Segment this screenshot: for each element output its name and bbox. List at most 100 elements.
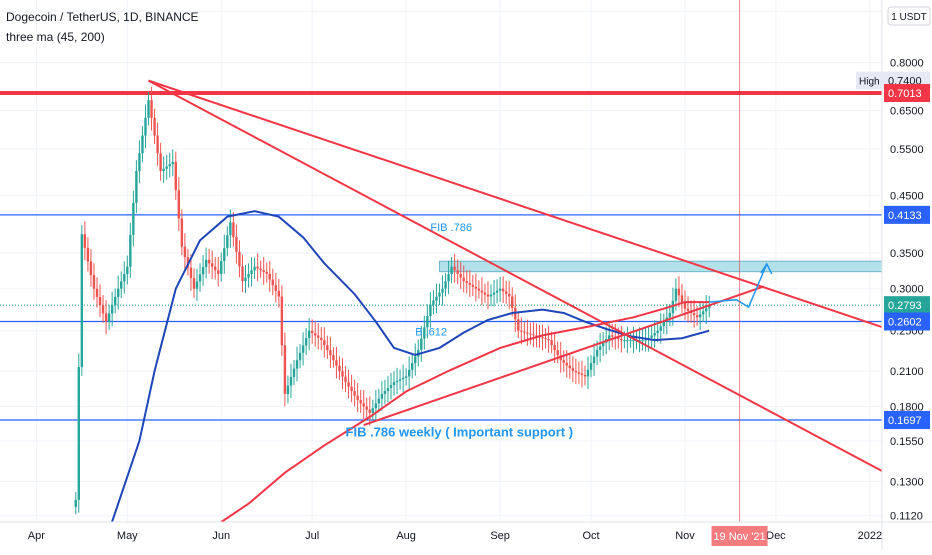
projection-arrowhead [760,262,773,275]
candle-body [407,369,411,377]
candle-body [132,202,135,235]
moving-averages-layer [108,210,710,531]
candle-body [371,408,375,413]
level-badge-4133: 0.4133 [888,210,922,222]
candle-body [89,261,93,276]
candle-body [213,266,217,271]
candle-body [235,237,238,252]
candle-body [395,380,399,383]
level-badge-2602: 0.2602 [888,316,922,328]
candle-body [141,135,144,154]
candle-body [156,135,159,154]
candle-body [195,281,199,289]
price-tick-label: 0.4500 [890,190,924,202]
candle-body [517,319,520,331]
time-tick-label: Aug [396,530,416,542]
symbol-title[interactable]: Dogecoin / TetherUS, 1D, BINANCE [6,10,199,24]
candle-body [553,345,556,351]
candle-body [383,390,387,394]
candle-body [353,391,356,396]
candle-body [174,161,177,191]
ma-line [108,210,710,531]
candle-body [374,403,378,409]
indicator-legend[interactable]: three ma (45, 200) [6,30,105,44]
candle-body [295,360,299,369]
candle-body [641,340,644,342]
candle-body [104,313,108,322]
candle-body [204,259,208,268]
candle-body [617,337,620,339]
candle-body [217,270,220,274]
candle-body [489,294,493,297]
candle-body [392,382,396,386]
candle-body [677,288,681,296]
candle-body [465,281,468,284]
candle-body [504,291,508,294]
candle-body [368,409,371,413]
candle-body [271,279,274,286]
candle-body [310,330,314,334]
candle-body [259,268,262,271]
candle-body [323,340,326,346]
candle-body [592,356,596,364]
candle-body [523,331,526,333]
candle-body [314,333,317,336]
candle-body [623,340,626,342]
candle-body [177,190,181,219]
candle-body [541,337,544,339]
candle-body [238,251,241,267]
candle-body [74,499,77,507]
candle-body [401,377,405,380]
level-badge-2602-bg [884,312,930,331]
price-tick-label: 0.1550 [890,436,924,448]
candle-body [201,267,205,275]
candle-body [198,274,202,282]
candle-body [568,365,572,369]
candle-body [632,340,635,342]
candle-body [277,290,281,297]
candle-body [159,153,162,171]
candle-body [229,222,232,236]
candle-body [577,372,581,374]
candle-body [77,367,81,500]
candle-body [626,340,629,342]
candle-body [653,333,656,336]
candle-body [126,266,129,275]
candle-body [250,270,253,274]
candle-body [535,335,538,337]
time-tick-label: May [117,530,138,542]
candle-body [292,368,296,378]
candle-body [495,290,499,293]
projection-layer [709,262,773,309]
candle-body [556,350,559,356]
candle-body [620,338,623,341]
time-tick-label: Jul [305,530,319,542]
candle-body [335,360,338,366]
candle-body [262,270,265,273]
candle-body [153,117,156,136]
candle-body [404,376,408,378]
candle-body [686,308,690,311]
candle-body [471,284,475,287]
price-tick-label: 0.1800 [890,401,924,413]
high-badge-tag: High [859,77,880,88]
candle-body [492,292,496,295]
candle-body [544,338,547,340]
price-tick-label: 0.1120 [890,511,923,523]
candle-body [138,153,141,171]
candle-body [656,330,659,334]
candle-body [701,311,705,315]
candle-body [611,335,614,337]
candle-body [683,302,687,309]
candle-body [638,340,641,342]
candle-body [265,272,268,274]
time-tick-label: Dec [766,530,786,542]
candle-body [298,352,302,361]
candle-body [350,386,353,392]
candle-body [283,345,287,394]
candle-body [532,334,535,336]
trend-line [148,79,883,472]
candle-body [107,313,111,322]
